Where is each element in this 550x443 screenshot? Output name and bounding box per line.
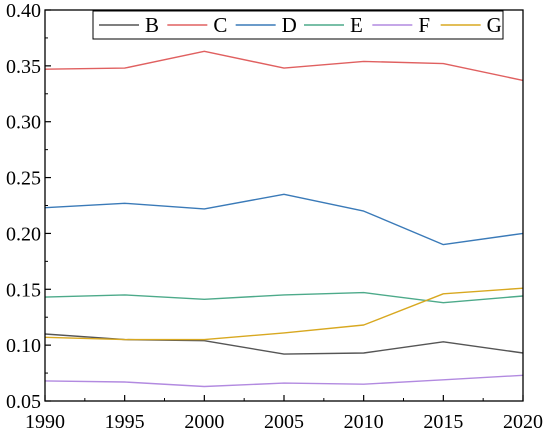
- legend-box: [92, 10, 504, 40]
- x-tick-label: 2020: [503, 411, 543, 433]
- legend-label-f: F: [418, 13, 430, 37]
- legend-label-e: E: [350, 13, 363, 37]
- y-tick-label: 0.10: [6, 335, 41, 357]
- x-tick-label: 2015: [423, 411, 463, 433]
- legend-label-b: B: [145, 13, 159, 37]
- series-line-f: [44, 374, 524, 388]
- series-layer: [44, 50, 524, 388]
- x-tick-label: 1990: [25, 411, 65, 433]
- y-tick-label: 0.25: [6, 168, 41, 190]
- y-tick-label: 0.40: [6, 0, 41, 22]
- x-tick-label: 2000: [184, 411, 224, 433]
- series-line-c: [44, 50, 524, 82]
- series-line-b: [44, 333, 524, 355]
- y-tick-label: 0.20: [6, 223, 41, 245]
- legend: B C D E F G: [92, 10, 504, 40]
- x-tick-label: 2010: [344, 411, 384, 433]
- legend-label-d: D: [282, 13, 297, 37]
- legend-label-c: C: [213, 13, 227, 37]
- y-tick-label: 0.15: [6, 279, 41, 301]
- legend-label-g: G: [487, 13, 502, 37]
- x-tick-label: 2005: [264, 411, 304, 433]
- y-tick-label: 0.35: [6, 56, 41, 78]
- axes-layer: 1990 1995 2000 2005 2010 2015 2020 0.05 0.10 0.15…: [6, 0, 543, 433]
- series-line-g: [44, 287, 524, 341]
- y-tick-label: 0.05: [6, 391, 41, 413]
- x-tick-label: 1995: [105, 411, 145, 433]
- series-line-d: [44, 193, 524, 246]
- series-line-e: [44, 291, 524, 304]
- y-tick-label: 0.30: [6, 112, 41, 134]
